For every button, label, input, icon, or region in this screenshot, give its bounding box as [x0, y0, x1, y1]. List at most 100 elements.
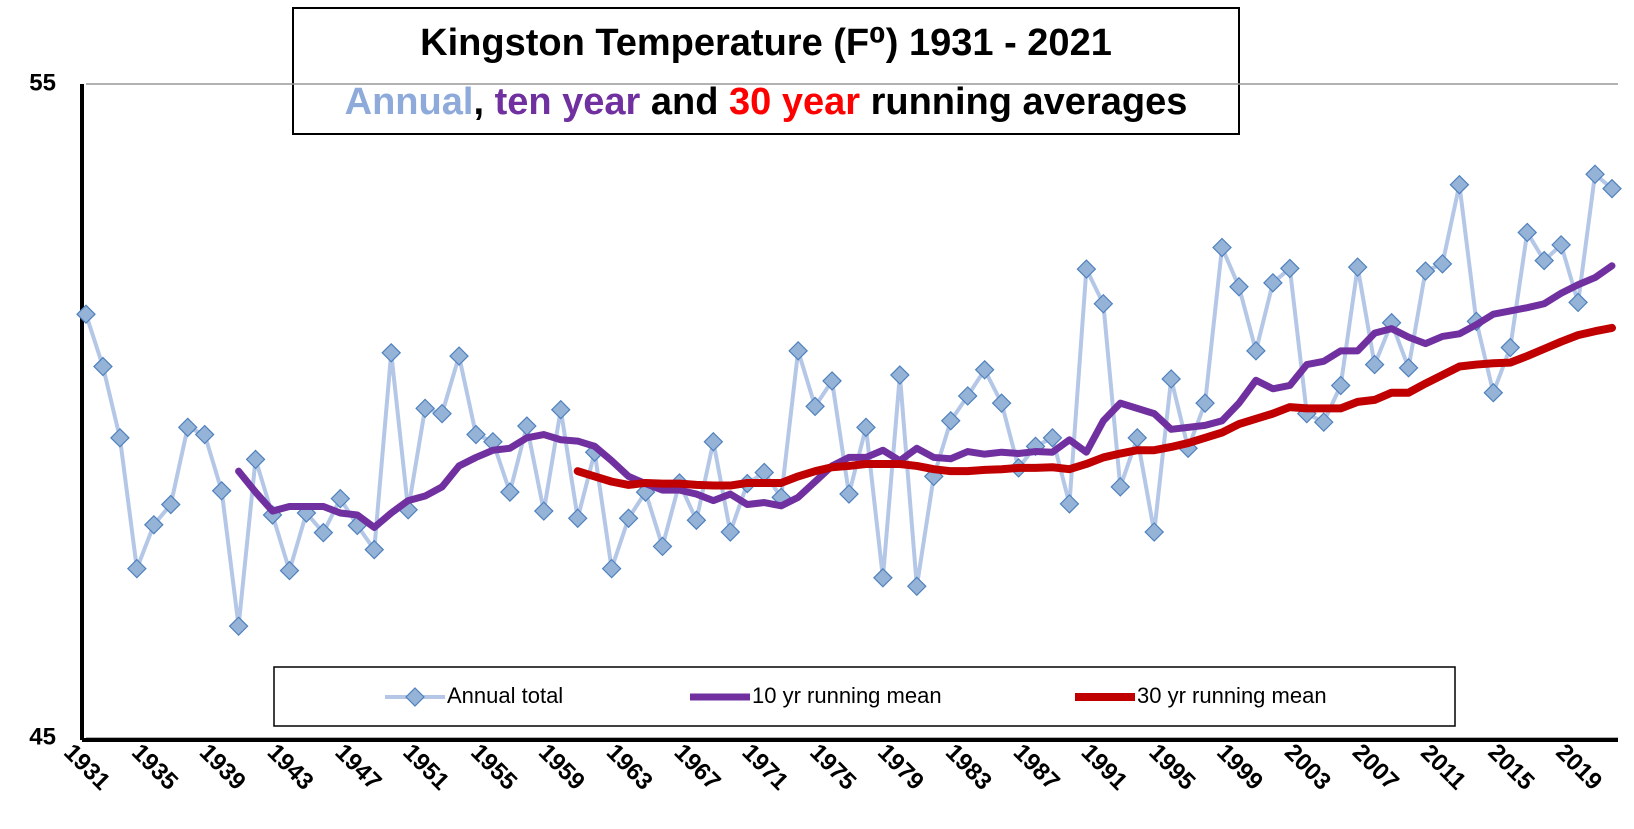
data-point: [1449, 174, 1470, 195]
data-point: [127, 558, 147, 579]
x-tick-label: 2015: [1483, 739, 1540, 796]
data-point: [1263, 272, 1283, 293]
y-tick-label: 45: [29, 723, 56, 750]
data-point: [1500, 337, 1521, 358]
data-point: [330, 488, 351, 509]
x-tick-label: 1967: [669, 739, 726, 796]
data-point: [1110, 477, 1131, 497]
data-point: [1042, 427, 1063, 448]
series-line: [573, 323, 1616, 490]
x-tick-label: 1995: [1144, 739, 1201, 796]
x-tick-label: 1983: [940, 739, 997, 796]
x-tick-label: 2011: [1415, 739, 1471, 795]
data-point: [1364, 354, 1385, 375]
data-point: [1432, 254, 1453, 274]
chart-subtitle: Annual, ten year and 30 year running ave…: [345, 81, 1188, 123]
data-point: [110, 427, 130, 448]
data-point: [567, 508, 588, 529]
data-point: [1076, 259, 1097, 279]
data-point: [839, 484, 859, 504]
x-tick-label: 1991: [1076, 739, 1133, 796]
x-tick-label: 1987: [1008, 739, 1065, 796]
x-tick-label: 1943: [262, 739, 319, 796]
data-point: [788, 340, 808, 361]
series-line: [235, 262, 1616, 531]
x-tick-label: 1975: [804, 739, 861, 796]
data-point: [1093, 293, 1114, 314]
data-point: [974, 359, 995, 380]
data-point: [906, 576, 927, 597]
x-tick-label: 2019: [1550, 739, 1607, 796]
data-point: [1534, 250, 1555, 271]
data-point: [1212, 237, 1232, 258]
x-tick-label: 1951: [398, 739, 455, 796]
data-point: [245, 449, 266, 470]
data-point: [1144, 522, 1165, 542]
subtitle-part: and: [640, 81, 729, 123]
data-point: [1229, 276, 1249, 297]
data-point: [703, 431, 724, 452]
data-point: [822, 371, 842, 391]
subtitle-part: Annual: [345, 81, 474, 123]
data-point: [76, 304, 96, 325]
data-point: [177, 417, 198, 438]
data-point: [1246, 340, 1266, 361]
data-point: [415, 398, 435, 419]
data-point: [228, 616, 249, 637]
data-point: [194, 424, 215, 445]
data-point: [466, 424, 486, 445]
data-point: [381, 342, 402, 363]
data-point: [1161, 369, 1182, 389]
data-point: [1568, 292, 1588, 313]
x-tick-label: 1959: [533, 739, 590, 796]
data-point: [93, 356, 113, 377]
legend-label: Annual total: [447, 683, 563, 708]
data-point: [686, 510, 707, 531]
data-point: [364, 539, 385, 560]
data-point: [1127, 427, 1148, 448]
x-tick-label: 1979: [872, 739, 929, 796]
x-tick-label: 1931: [58, 739, 115, 796]
data-point: [550, 399, 571, 420]
x-tick-label: 1963: [601, 739, 658, 796]
legend-label: 10 yr running mean: [752, 683, 942, 708]
data-point: [1602, 178, 1622, 199]
data-point: [720, 522, 741, 542]
x-tick-label: 1947: [330, 739, 387, 796]
data-point: [500, 482, 520, 502]
data-point: [991, 393, 1012, 414]
subtitle-part: 30 year: [729, 81, 860, 123]
subtitle-part: ,: [473, 81, 494, 123]
legend-box: [273, 666, 1456, 727]
data-point: [1551, 235, 1571, 255]
data-point: [805, 396, 825, 417]
data-point: [873, 567, 893, 588]
legend-marker: [405, 687, 425, 707]
data-point: [601, 558, 622, 579]
data-point: [313, 522, 334, 543]
x-tick-label: 2007: [1347, 739, 1404, 796]
data-point: [211, 480, 232, 501]
subtitle-part: running averages: [860, 81, 1187, 123]
data-point: [1517, 222, 1538, 243]
x-tick-label: 2003: [1279, 739, 1336, 796]
data-point: [1330, 375, 1351, 396]
x-tick-label: 1955: [465, 739, 522, 796]
title-box: [292, 7, 1240, 135]
data-point: [516, 416, 537, 436]
data-point: [1415, 261, 1436, 281]
data-point: [533, 501, 554, 521]
data-point: [1195, 393, 1215, 414]
legend-label: 30 yr running mean: [1137, 683, 1327, 708]
data-point: [160, 494, 181, 515]
data-point: [856, 417, 876, 438]
data-point: [449, 346, 469, 366]
data-point: [890, 365, 910, 385]
data-point: [1483, 382, 1504, 403]
x-tick-label: 1971: [737, 739, 794, 796]
data-point: [957, 386, 978, 406]
data-point: [1313, 412, 1334, 432]
data-point: [652, 536, 673, 557]
data-point: [432, 403, 452, 424]
